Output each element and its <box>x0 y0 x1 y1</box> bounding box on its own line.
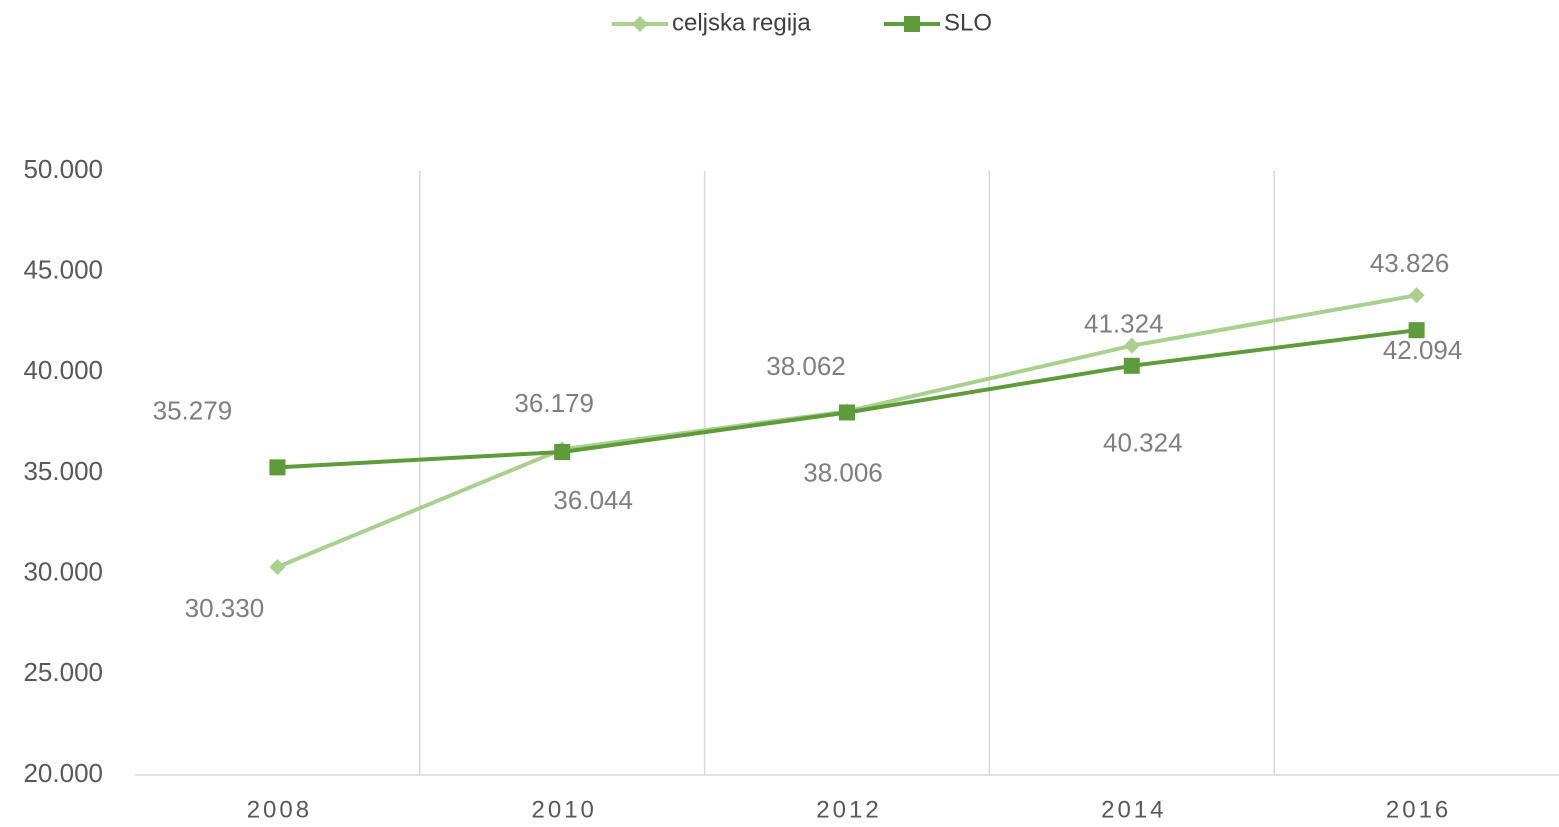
y-tick-label: 35.000 <box>23 456 103 486</box>
data-label: 38.006 <box>803 457 883 487</box>
y-tick-label: 50.000 <box>23 154 103 184</box>
data-point <box>1123 357 1140 374</box>
y-tick-label: 45.000 <box>23 255 103 285</box>
data-point <box>269 459 286 476</box>
data-point <box>839 404 855 421</box>
x-tick-label: 2010 <box>532 796 597 823</box>
data-point <box>1408 322 1425 339</box>
data-label: 38.062 <box>766 351 846 381</box>
x-tick-label: 2012 <box>816 796 881 823</box>
series-line <box>276 293 1417 569</box>
x-tick-label: 2016 <box>1386 796 1451 823</box>
data-point <box>1123 337 1140 354</box>
series-line <box>277 328 1417 470</box>
y-tick-label: 40.000 <box>23 355 103 385</box>
data-label: 42.094 <box>1383 335 1463 365</box>
data-label: 35.279 <box>153 395 233 425</box>
data-point <box>554 443 571 460</box>
y-tick-label: 20.000 <box>23 758 103 788</box>
data-label: 36.179 <box>514 388 594 418</box>
data-label: 36.044 <box>553 485 633 515</box>
y-tick-label: 30.000 <box>23 557 103 587</box>
data-point <box>269 559 286 576</box>
legend-label: celjska regija <box>672 9 811 36</box>
y-tick-label: 25.000 <box>23 657 103 687</box>
data-label: 30.330 <box>185 593 265 623</box>
legend-marker <box>904 16 920 32</box>
data-point <box>1408 287 1425 304</box>
data-label: 43.826 <box>1370 248 1450 278</box>
x-tick-label: 2014 <box>1101 796 1166 823</box>
data-label: 40.324 <box>1103 428 1183 458</box>
x-tick-label: 2008 <box>247 796 312 823</box>
legend-label: SLO <box>944 9 992 36</box>
data-label: 41.324 <box>1084 309 1164 339</box>
legend-marker <box>632 16 648 32</box>
